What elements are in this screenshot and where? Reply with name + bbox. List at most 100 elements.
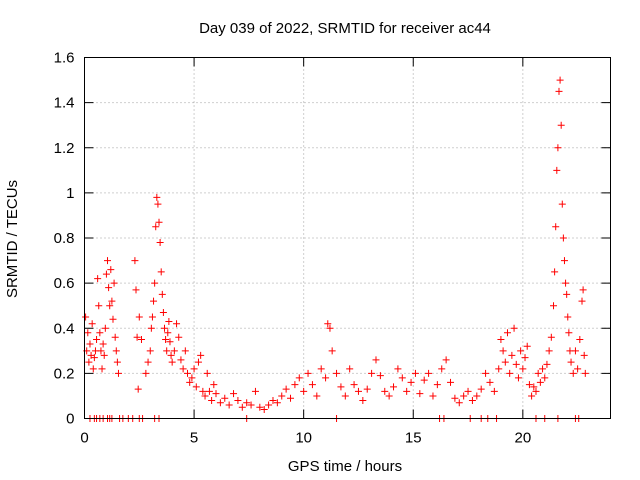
data-point [97, 347, 105, 355]
data-point [368, 369, 376, 377]
data-point [156, 239, 164, 247]
data-point [212, 390, 220, 398]
data-point [199, 387, 207, 395]
y-tick-label: 0.4 [54, 320, 75, 337]
plot-frame [84, 57, 611, 419]
data-point [158, 290, 166, 298]
data-point [324, 320, 332, 328]
data-point [155, 218, 163, 226]
data-point [308, 381, 316, 389]
data-point [90, 354, 98, 362]
data-point [525, 381, 533, 389]
data-point [243, 399, 251, 407]
data-point [543, 360, 551, 368]
data-point [420, 376, 428, 384]
data-point [282, 385, 290, 393]
data-point [341, 392, 349, 400]
data-point [135, 313, 143, 321]
data-point [559, 234, 567, 242]
data-point [82, 313, 90, 321]
data-point [300, 387, 308, 395]
data-point [210, 381, 218, 389]
data-point [359, 396, 367, 404]
data-point [260, 405, 268, 413]
data-point [101, 324, 109, 332]
data-point [579, 286, 587, 294]
data-point [208, 396, 216, 404]
data-point [403, 387, 411, 395]
data-point [536, 378, 544, 386]
data-point [114, 369, 122, 377]
data-point [247, 401, 255, 409]
data-point [503, 329, 511, 337]
data-point [134, 385, 142, 393]
data-point [93, 336, 101, 344]
data-point [132, 286, 140, 294]
data-point [133, 333, 141, 341]
data-point [473, 392, 481, 400]
data-point [547, 333, 555, 341]
data-point [181, 347, 189, 355]
x-tick-label: 10 [295, 430, 312, 447]
data-point [381, 387, 389, 395]
data-point [154, 200, 162, 208]
data-point [110, 279, 118, 287]
data-point [147, 324, 155, 332]
data-point [514, 374, 522, 382]
data-point [497, 336, 505, 344]
data-point [407, 378, 415, 386]
data-point [278, 392, 286, 400]
data-point [521, 354, 529, 362]
data-point [429, 392, 437, 400]
data-point [168, 358, 176, 366]
data-point [576, 336, 584, 344]
y-tick-label: 1.6 [54, 50, 75, 67]
data-point [554, 144, 562, 152]
data-point [534, 369, 542, 377]
data-point [552, 223, 560, 231]
data-point [506, 369, 514, 377]
data-point [107, 266, 115, 274]
data-point [580, 351, 588, 359]
data-point [256, 403, 264, 411]
data-point [105, 284, 113, 292]
data-point [464, 387, 472, 395]
data-point [350, 381, 358, 389]
data-point [153, 193, 161, 201]
data-point [170, 347, 178, 355]
data-point [234, 396, 242, 404]
axis-ticks: 0 0.2 0.4 0.6 0.8 1 1.2 1.4 1.6 0 5 10 15 20 [54, 50, 611, 447]
data-point [581, 369, 589, 377]
data-point [313, 392, 321, 400]
data-point [512, 360, 520, 368]
data-point [541, 374, 549, 382]
data-point [177, 356, 185, 364]
data-point [468, 396, 476, 404]
x-tick-label: 0 [80, 430, 88, 447]
data-point [376, 372, 384, 380]
data-point [304, 369, 312, 377]
data-point [165, 317, 173, 325]
data-point [203, 369, 211, 377]
data-point [95, 302, 103, 310]
data-point [88, 320, 96, 328]
data-point [102, 270, 110, 278]
data-point [205, 387, 213, 395]
data-point [328, 347, 336, 355]
data-point [564, 313, 572, 321]
data-point [197, 351, 205, 359]
data-point [159, 308, 167, 316]
data-point [194, 358, 202, 366]
data-point [113, 358, 121, 366]
data-point [523, 342, 531, 350]
data-point [346, 365, 354, 373]
data-point [157, 268, 165, 276]
data-point [85, 358, 93, 366]
data-point [94, 275, 102, 283]
data-point [519, 365, 527, 373]
data-point [557, 121, 565, 129]
data-point [146, 347, 154, 355]
data-point [190, 365, 198, 373]
data-point [238, 403, 246, 411]
